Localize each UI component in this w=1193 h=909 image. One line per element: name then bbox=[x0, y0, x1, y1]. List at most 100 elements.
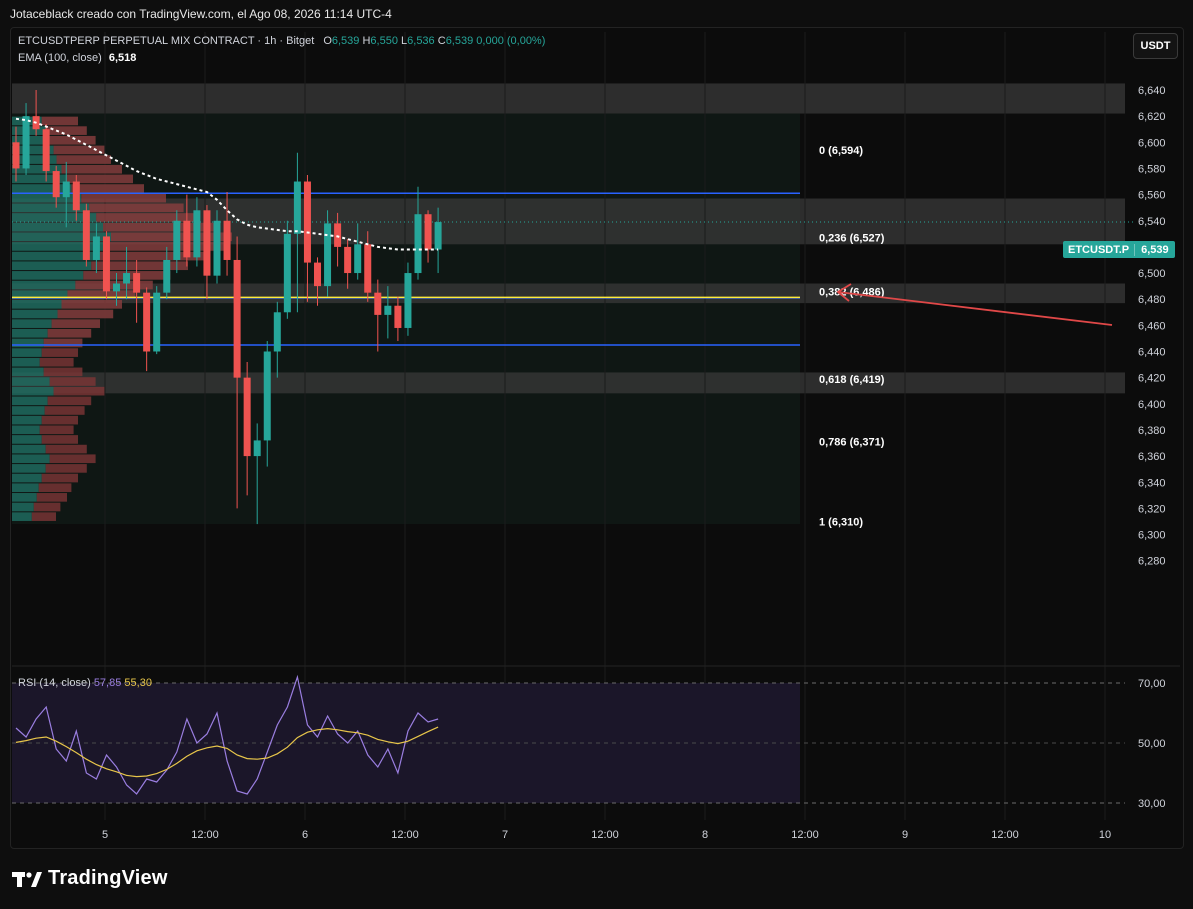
zone-band bbox=[12, 283, 1125, 304]
rsi-ma-value: 55,30 bbox=[124, 677, 152, 689]
price-tick-label: 6,640 bbox=[1138, 85, 1166, 97]
tradingview-logo[interactable]: TradingView bbox=[12, 867, 168, 890]
time-tick-label: 12:00 bbox=[391, 829, 419, 841]
price-axis: 6,6406,6206,6006,5806,5606,5406,5206,500… bbox=[1138, 85, 1166, 568]
rsi-legend: RSI (14, close) 57,85 55,30 bbox=[18, 677, 152, 689]
volume-profile-bar bbox=[12, 406, 45, 415]
close-label: C bbox=[437, 35, 446, 47]
price-tick-label: 6,620 bbox=[1138, 111, 1166, 123]
time-tick-label: 8 bbox=[702, 829, 708, 841]
volume-profile-bar bbox=[12, 203, 90, 213]
candle-body bbox=[324, 223, 332, 287]
candle-body bbox=[283, 233, 291, 313]
candle-body bbox=[404, 273, 412, 328]
candle-body bbox=[213, 220, 221, 276]
volume-profile-bar bbox=[12, 435, 42, 444]
volume-profile-bar bbox=[12, 357, 40, 367]
candle-body bbox=[52, 171, 60, 198]
volume-profile-bar bbox=[108, 242, 226, 251]
candle-body bbox=[394, 305, 402, 328]
volume-profile-bar bbox=[56, 155, 111, 164]
candle-body bbox=[22, 116, 30, 169]
low-label: L bbox=[401, 35, 408, 47]
volume-profile-bar bbox=[61, 164, 122, 174]
volume-profile-bar bbox=[71, 184, 144, 193]
volume-profile-bar bbox=[12, 309, 58, 319]
fib-label: 0,618 (6,419) bbox=[819, 374, 885, 386]
price-tick-label: 6,400 bbox=[1138, 399, 1166, 411]
candle-body bbox=[193, 210, 201, 258]
volume-profile-bar bbox=[12, 502, 34, 512]
volume-profile-bar bbox=[12, 290, 68, 300]
time-tick-label: 7 bbox=[502, 829, 508, 841]
price-tick-label: 6,500 bbox=[1138, 268, 1166, 280]
volume-profile-bar bbox=[47, 328, 92, 338]
price-tick-label: 6,320 bbox=[1138, 503, 1166, 515]
volume-profile-bar bbox=[45, 444, 87, 454]
volume-profile-bar bbox=[12, 338, 44, 348]
volume-profile-bar bbox=[12, 454, 50, 464]
rsi-tick-label: 70,00 bbox=[1138, 678, 1166, 690]
time-tick-label: 12:00 bbox=[591, 829, 619, 841]
ema-value: 6,518 bbox=[108, 52, 137, 64]
ema-legend: EMA (100, close) 6,518 bbox=[18, 52, 136, 64]
price-tick-label: 6,480 bbox=[1138, 294, 1166, 306]
volume-profile-bar bbox=[67, 290, 136, 300]
rsi-tick-label: 50,00 bbox=[1138, 738, 1166, 750]
price-tick-label: 6,380 bbox=[1138, 425, 1166, 437]
candle-body bbox=[414, 214, 422, 274]
fib-label: 0,236 (6,527) bbox=[819, 233, 885, 245]
volume-profile-bar bbox=[81, 193, 166, 203]
volume-profile-bar bbox=[41, 348, 78, 357]
rsi-tick-label: 30,00 bbox=[1138, 798, 1166, 810]
price-tick-label: 6,460 bbox=[1138, 320, 1166, 332]
candle-body bbox=[42, 129, 50, 172]
annotation-arrowhead bbox=[836, 283, 852, 302]
candle-body bbox=[133, 273, 141, 293]
time-tick-label: 12:00 bbox=[991, 829, 1019, 841]
volume-profile-bar bbox=[41, 116, 78, 126]
volume-profile-bar bbox=[12, 493, 37, 502]
rsi-label: RSI (14, close) bbox=[18, 677, 91, 689]
candle-body bbox=[173, 220, 181, 260]
volume-profile-bar bbox=[12, 386, 54, 396]
volume-profile-bar bbox=[57, 309, 114, 319]
tradingview-logo-icon bbox=[12, 871, 42, 887]
candle-body bbox=[344, 246, 352, 274]
time-tick-label: 12:00 bbox=[191, 829, 219, 841]
volume-profile-bar bbox=[39, 357, 74, 367]
candle-body bbox=[72, 181, 80, 211]
currency-button[interactable]: USDT bbox=[1133, 33, 1178, 59]
candle-body bbox=[113, 283, 120, 292]
volume-profile-bar bbox=[12, 145, 54, 155]
volume-profile-bar bbox=[12, 232, 111, 242]
time-axis: 5 12:00 6 12:00 7 12:00 8 12:00 9 12:00 10 bbox=[102, 829, 1111, 841]
volume-profile-bar bbox=[12, 280, 76, 290]
price-tick-label: 6,580 bbox=[1138, 163, 1166, 175]
candle-body bbox=[203, 210, 211, 276]
volume-profile-bar bbox=[47, 396, 92, 406]
price-tick-label: 6,360 bbox=[1138, 451, 1166, 463]
ema-line-layer bbox=[15, 117, 439, 251]
low-value: 6,536 bbox=[407, 35, 435, 47]
price-tick-label: 6,560 bbox=[1138, 190, 1166, 202]
price-tick-label: 6,600 bbox=[1138, 137, 1166, 149]
rsi-line bbox=[15, 674, 439, 795]
candle-body bbox=[374, 292, 382, 315]
volume-profile-bar bbox=[31, 512, 56, 521]
tradingview-logo-text: TradingView bbox=[48, 867, 168, 889]
candle-body bbox=[384, 305, 392, 315]
volume-profile-bar bbox=[12, 396, 48, 406]
symbol-legend: ETCUSDTPERP PERPETUAL MIX CONTRACT · 1h … bbox=[18, 35, 545, 47]
candle-body bbox=[153, 292, 161, 352]
volume-profile-bar bbox=[43, 367, 83, 377]
volume-profile-bar bbox=[12, 271, 84, 280]
volume-profile-bar bbox=[12, 425, 40, 435]
volume-profile-bar bbox=[99, 251, 206, 261]
volume-profile-bar bbox=[12, 213, 97, 222]
volume-profile-bar bbox=[12, 155, 57, 164]
price-tag-symbol: ETCUSDT.P bbox=[1063, 243, 1136, 256]
time-tick-label: 12:00 bbox=[791, 829, 819, 841]
candle-body bbox=[293, 181, 301, 234]
